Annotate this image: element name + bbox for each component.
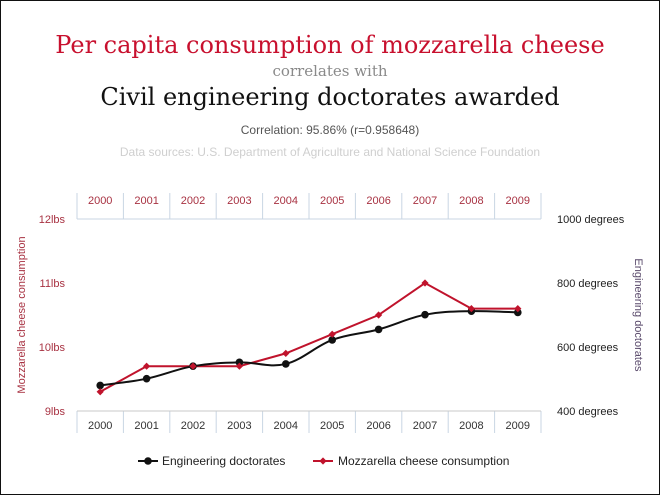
data-point-mozzarella xyxy=(189,362,197,370)
data-point-mozzarella xyxy=(421,279,429,287)
data-point-mozzarella xyxy=(328,330,336,338)
y-right-tick-label: 400 degrees xyxy=(557,406,619,418)
x-tick-label-bottom: 2000 xyxy=(88,420,112,432)
data-point-engineering xyxy=(96,381,104,390)
y-left-axis-title: Mozzarella cheese consumption xyxy=(16,236,28,393)
y-left-tick-label: 11lbs xyxy=(40,278,66,290)
legend-marker-mozzarella xyxy=(319,457,327,465)
data-point-mozzarella xyxy=(143,362,151,370)
x-tick-label-bottom: 2006 xyxy=(366,420,390,432)
legend-marker-engineering xyxy=(144,457,152,465)
chart-subtitle: Civil engineering doctorates awarded xyxy=(100,83,560,111)
x-tick-label-bottom: 2009 xyxy=(506,420,530,432)
chart-connector-text: correlates with xyxy=(272,62,388,80)
data-point-mozzarella xyxy=(467,305,475,313)
y-left-tick-label: 12lbs xyxy=(39,214,66,226)
series-line-engineering xyxy=(100,310,518,387)
x-tick-label-bottom: 2007 xyxy=(413,420,437,432)
data-point-mozzarella xyxy=(514,305,522,313)
data-point-engineering xyxy=(282,360,290,368)
x-tick-label-bottom: 2004 xyxy=(274,420,298,432)
x-tick-label-bottom: 2002 xyxy=(181,420,205,432)
x-tick-label-bottom: 2008 xyxy=(459,420,483,432)
series-line-mozzarella xyxy=(99,281,518,393)
x-tick-label-top: 2000 xyxy=(88,195,112,207)
x-tick-label-bottom: 2005 xyxy=(320,420,344,432)
data-point-engineering xyxy=(421,310,429,319)
x-tick-label-top: 2007 xyxy=(413,195,437,207)
x-tick-label-top: 2006 xyxy=(366,195,390,207)
correlation-text: Correlation: 95.86% (r=0.958648) xyxy=(240,123,420,137)
y-left-tick-label: 9lbs xyxy=(45,406,66,418)
legend-label-engineering: Engineering doctorates xyxy=(162,454,285,468)
data-point-engineering xyxy=(235,358,244,367)
x-tick-label-top: 2001 xyxy=(134,195,158,207)
chart-title: Per capita consumption of mozzarella che… xyxy=(55,31,605,59)
x-tick-label-top: 2002 xyxy=(181,195,205,207)
data-point-engineering xyxy=(142,374,151,383)
y-right-tick-label: 600 degrees xyxy=(557,342,619,354)
x-tick-label-top: 2009 xyxy=(506,195,530,207)
data-point-engineering xyxy=(328,336,337,344)
data-point-mozzarella xyxy=(375,311,383,319)
data-point-mozzarella xyxy=(235,362,243,370)
legend-label-mozzarella: Mozzarella cheese consumption xyxy=(338,454,509,468)
y-right-tick-label: 1000 degrees xyxy=(557,214,625,226)
y-right-axis-title: Engineering doctorates xyxy=(632,258,644,372)
data-point-mozzarella xyxy=(96,388,104,396)
x-tick-label-bottom: 2003 xyxy=(227,420,251,432)
data-point-mozzarella xyxy=(282,349,290,357)
data-sources-text: Data sources: U.S. Department of Agricul… xyxy=(119,145,541,159)
x-tick-label-top: 2004 xyxy=(274,195,298,207)
data-point-engineering xyxy=(514,308,522,317)
x-tick-label-bottom: 2001 xyxy=(134,420,158,432)
y-left-tick-label: 10lbs xyxy=(39,342,66,354)
x-tick-label-top: 2008 xyxy=(459,195,483,207)
y-right-tick-label: 800 degrees xyxy=(557,278,619,290)
x-tick-label-top: 2003 xyxy=(227,195,251,207)
x-tick-label-top: 2005 xyxy=(320,195,344,207)
data-point-engineering xyxy=(374,325,383,334)
